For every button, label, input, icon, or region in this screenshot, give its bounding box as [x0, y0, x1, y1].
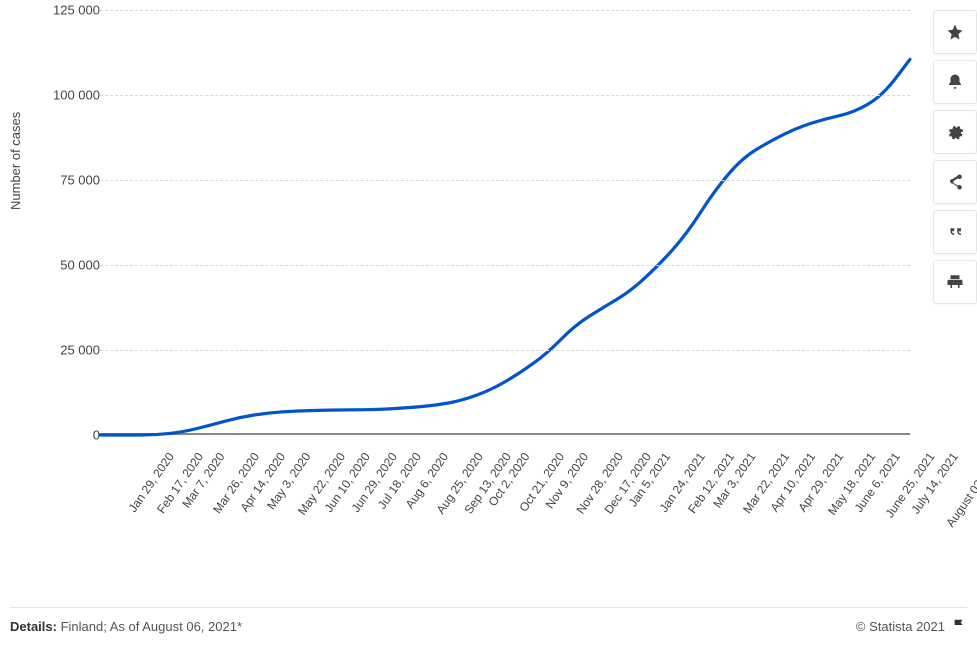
print-icon — [946, 273, 964, 291]
gridline — [100, 95, 910, 96]
chart-container: Number of cases 0 25 000 50 000 75 000 100 0… — [0, 0, 920, 580]
y-tick-label: 100 000 — [30, 88, 100, 103]
y-tick-label: 25 000 — [30, 343, 100, 358]
details-value: Finland; As of August 06, 2021* — [61, 619, 242, 634]
y-tick-label: 0 — [30, 428, 100, 443]
details-label: Details: — [10, 619, 57, 634]
star-icon — [946, 23, 964, 41]
line-chart-svg — [100, 10, 910, 435]
gridline — [100, 180, 910, 181]
y-axis-label: Number of cases — [8, 112, 23, 210]
details-text: Details: Finland; As of August 06, 2021* — [10, 619, 242, 634]
quote-icon — [946, 223, 964, 241]
flag-icon[interactable] — [951, 618, 967, 635]
y-tick-label: 50 000 — [30, 258, 100, 273]
bell-icon — [946, 73, 964, 91]
favorite-button[interactable] — [933, 10, 977, 54]
print-button[interactable] — [933, 260, 977, 304]
share-icon — [946, 173, 964, 191]
share-button[interactable] — [933, 160, 977, 204]
gridline — [100, 265, 910, 266]
chart-footer: Details: Finland; As of August 06, 2021*… — [10, 607, 967, 635]
copyright-text: © Statista 2021 — [856, 619, 945, 634]
action-toolbar — [933, 10, 977, 304]
gridline — [100, 350, 910, 351]
y-tick-label: 125 000 — [30, 3, 100, 18]
y-tick-label: 75 000 — [30, 173, 100, 188]
notify-button[interactable] — [933, 60, 977, 104]
gear-icon — [946, 123, 964, 141]
cite-button[interactable] — [933, 210, 977, 254]
settings-button[interactable] — [933, 110, 977, 154]
gridline — [100, 10, 910, 11]
plot-area — [100, 10, 910, 435]
copyright: © Statista 2021 — [856, 618, 967, 635]
data-line — [100, 59, 910, 435]
